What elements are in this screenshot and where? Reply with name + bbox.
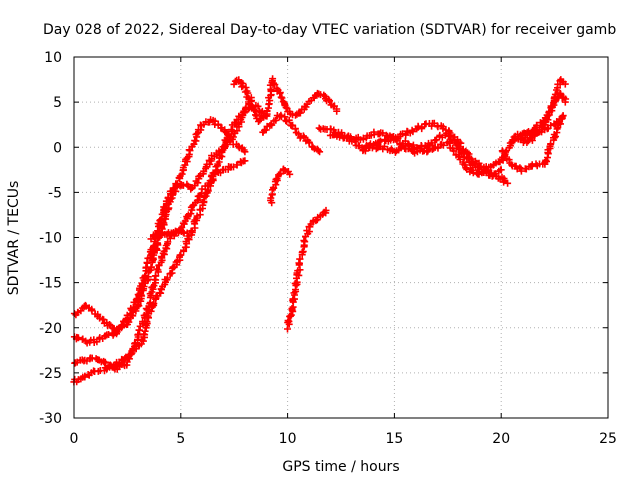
x-axis-label: GPS time / hours xyxy=(282,459,399,475)
x-tick-label: 25 xyxy=(599,431,617,447)
y-tick-label: 10 xyxy=(44,50,62,66)
data-points xyxy=(509,89,570,144)
series-track-e xyxy=(147,227,191,243)
y-tick-label: -5 xyxy=(48,185,62,201)
data-points xyxy=(284,206,330,333)
y-axis-label: SDTVAR / TECUs xyxy=(6,181,22,296)
data-points xyxy=(359,129,505,179)
x-tick-label: 10 xyxy=(279,431,297,447)
data-points xyxy=(259,111,324,156)
series-track-o xyxy=(509,89,570,144)
axis-ticks: 0 5 10 15 20 25 10 5 0 -5 -10 -15 -20 -25 -30 xyxy=(39,50,617,447)
chart-title: Day 028 of 2022, Sidereal Day-to-day VTE… xyxy=(43,22,616,38)
y-tick-label: -20 xyxy=(39,321,62,337)
series-track-k xyxy=(326,119,512,187)
series-track-g xyxy=(267,165,294,207)
x-tick-label: 5 xyxy=(176,431,185,447)
series-track-f xyxy=(230,75,341,125)
series-track-i xyxy=(259,111,324,156)
data-points xyxy=(147,227,191,243)
plot-frame xyxy=(73,56,609,419)
y-tick-label: 5 xyxy=(53,95,62,111)
x-tick-label: 15 xyxy=(385,431,403,447)
y-tick-label: -10 xyxy=(39,231,62,247)
x-tick-label: 0 xyxy=(70,431,79,447)
data-points xyxy=(326,119,512,187)
series-track-c xyxy=(71,157,249,373)
data-points xyxy=(230,75,341,125)
y-tick-label: -30 xyxy=(39,411,62,427)
y-tick-label: -25 xyxy=(39,366,62,382)
y-tick-label: 0 xyxy=(53,140,62,156)
data-layer xyxy=(70,75,570,386)
series-track-m xyxy=(498,112,567,175)
x-tick-label: 20 xyxy=(492,431,510,447)
data-points xyxy=(71,157,249,373)
series-track-l xyxy=(359,129,505,179)
data-points xyxy=(267,165,294,207)
series-track-h xyxy=(284,206,330,333)
y-tick-label: -15 xyxy=(39,276,62,292)
data-points xyxy=(498,112,567,175)
